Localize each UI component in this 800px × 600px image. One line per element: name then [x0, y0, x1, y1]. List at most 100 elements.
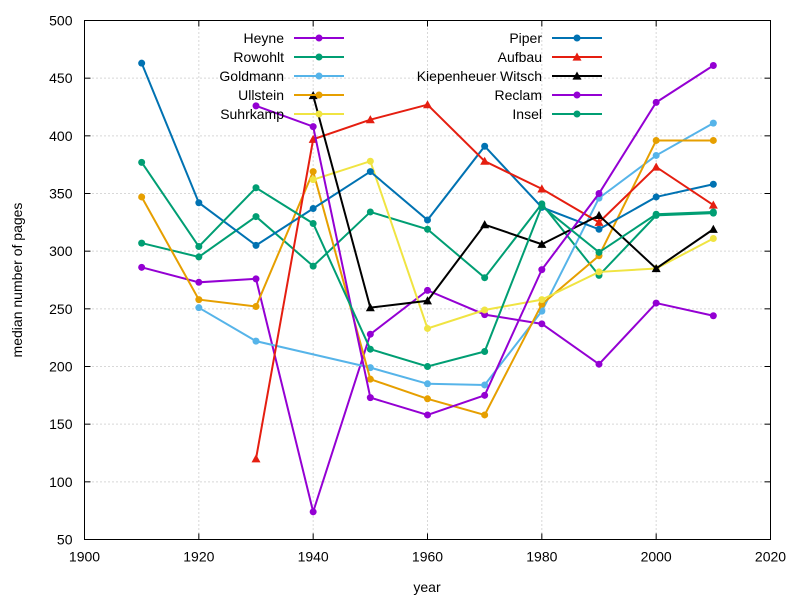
data-point-rowohlt	[252, 213, 260, 221]
legend-entry-kiepenheuer-witsch: Kiepenheuer Witsch	[417, 68, 602, 84]
legend-entry-goldmann: Goldmann	[219, 68, 344, 84]
data-point-goldmann	[709, 119, 717, 127]
data-point-kiepenheuer-witsch	[537, 239, 547, 248]
legend-marker	[572, 71, 582, 80]
data-point-piper	[424, 216, 431, 224]
legend-marker	[572, 52, 582, 61]
y-tick-label: 300	[49, 243, 73, 259]
data-point-piper	[309, 204, 317, 212]
legend-entry-aufbau: Aufbau	[498, 49, 602, 65]
data-point-rowohlt	[138, 239, 146, 247]
series-suhrkamp	[309, 157, 717, 332]
data-point-kiepenheuer-witsch	[423, 296, 432, 305]
data-point-ullstein	[709, 136, 717, 144]
legend-label: Ullstein	[238, 87, 284, 103]
legend-label: Insel	[512, 106, 542, 122]
y-tick-label: 500	[49, 13, 73, 29]
data-point-insel	[538, 202, 546, 210]
x-tick-label: 2020	[755, 549, 786, 565]
series-group	[138, 59, 718, 516]
data-point-piper	[709, 180, 717, 188]
y-tick-label: 150	[49, 416, 73, 432]
y-axis-title: median number of pages	[9, 203, 25, 358]
data-point-reclam	[309, 123, 317, 131]
y-tick-label: 400	[49, 128, 73, 144]
x-tick-label: 1920	[183, 549, 214, 565]
data-point-aufbau	[365, 115, 375, 124]
x-tick-label: 1900	[69, 549, 100, 565]
y-tick-label: 450	[49, 70, 73, 86]
x-tick-label: 1980	[526, 549, 557, 565]
series-insel	[138, 158, 717, 370]
data-point-kiepenheuer-witsch	[365, 303, 375, 312]
legend-marker	[573, 91, 581, 99]
legend-marker	[315, 72, 323, 80]
data-point-kiepenheuer-witsch	[708, 224, 718, 233]
series-line-reclam	[255, 64, 714, 416]
legend-label: Goldmann	[219, 68, 284, 84]
legend-entry-piper: Piper	[509, 30, 602, 46]
data-point-insel	[709, 208, 717, 216]
legend-entry-heyne: Heyne	[244, 30, 344, 46]
data-point-rowohlt	[366, 208, 374, 216]
data-point-reclam	[481, 391, 489, 399]
data-point-kiepenheuer-witsch	[480, 220, 490, 229]
x-tick-label: 1960	[412, 549, 443, 565]
y-tick-label: 200	[49, 359, 73, 375]
data-point-heyne	[252, 275, 260, 283]
data-point-reclam	[652, 98, 660, 106]
data-point-insel	[595, 248, 603, 256]
data-point-goldmann	[424, 380, 431, 388]
legend-label: Piper	[509, 30, 542, 46]
data-point-insel	[138, 158, 146, 166]
data-point-heyne	[138, 263, 146, 271]
data-point-aufbau	[708, 200, 718, 209]
data-point-piper	[595, 225, 603, 233]
series-piper	[138, 59, 717, 249]
legend-label: Kiepenheuer Witsch	[417, 68, 542, 84]
legend-label: Reclam	[495, 87, 542, 103]
legend: Heyne Rowohlt Goldmann Ullstein Suhrkamp Pipe…	[219, 30, 602, 122]
series-aufbau	[251, 100, 718, 463]
x-tick-label: 1940	[298, 549, 329, 565]
data-point-ullstein	[366, 375, 374, 383]
legend-entry-ullstein: Ullstein	[238, 87, 344, 103]
legend-entry-insel: Insel	[512, 106, 602, 122]
legend-entry-rowohlt: Rowohlt	[233, 49, 344, 65]
data-point-goldmann	[252, 337, 260, 345]
data-point-suhrkamp	[309, 176, 317, 184]
data-point-heyne	[538, 320, 546, 328]
data-point-reclam	[538, 266, 546, 274]
legend-marker	[573, 110, 581, 118]
x-tick-label: 2000	[641, 549, 672, 565]
axis-ticks: 1900 1920 1940 1960 1980 2000 2020 50 100 150 200 2…	[49, 13, 786, 565]
data-point-piper	[252, 241, 260, 249]
data-point-suhrkamp	[366, 157, 374, 165]
data-point-rowohlt	[309, 262, 317, 270]
data-point-suhrkamp	[424, 324, 431, 332]
data-point-piper	[652, 193, 660, 201]
data-point-insel	[252, 184, 260, 192]
data-point-ullstein	[309, 168, 317, 176]
data-point-aufbau	[594, 217, 604, 226]
data-point-reclam	[366, 394, 374, 402]
legend-entry-reclam: Reclam	[495, 87, 602, 103]
data-point-ullstein	[138, 193, 146, 201]
data-point-insel	[309, 219, 317, 227]
legend-label: Suhrkamp	[220, 106, 284, 122]
data-point-goldmann	[195, 304, 203, 312]
x-axis-title: year	[413, 579, 441, 595]
legend-entry-suhrkamp: Suhrkamp	[220, 106, 344, 122]
data-point-ullstein	[252, 303, 260, 311]
data-point-kiepenheuer-witsch	[594, 210, 604, 220]
data-point-rowohlt	[481, 274, 489, 282]
series-line-suhrkamp	[312, 159, 714, 330]
series-reclam	[252, 61, 717, 419]
data-point-piper	[195, 199, 203, 207]
legend-label: Heyne	[244, 30, 285, 46]
data-point-insel	[481, 348, 489, 356]
data-point-suhrkamp	[709, 234, 717, 242]
legend-marker	[315, 91, 323, 99]
data-point-heyne	[424, 286, 431, 294]
data-point-insel	[195, 243, 203, 251]
